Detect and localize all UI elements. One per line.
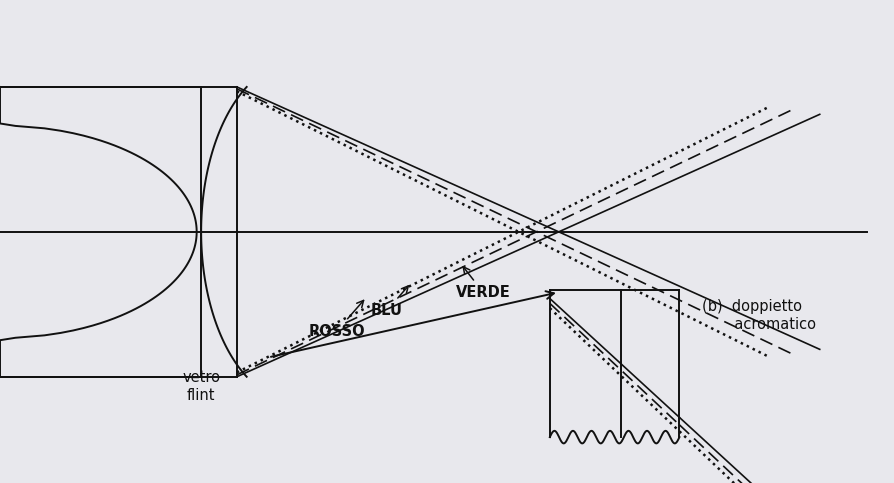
- Text: BLU: BLU: [371, 286, 409, 318]
- Text: (b)  doppietto
       acromatico: (b) doppietto acromatico: [702, 299, 816, 332]
- Text: vetro
flint: vetro flint: [182, 370, 220, 403]
- Text: VERDE: VERDE: [456, 267, 510, 300]
- Text: ROSSO: ROSSO: [308, 300, 365, 339]
